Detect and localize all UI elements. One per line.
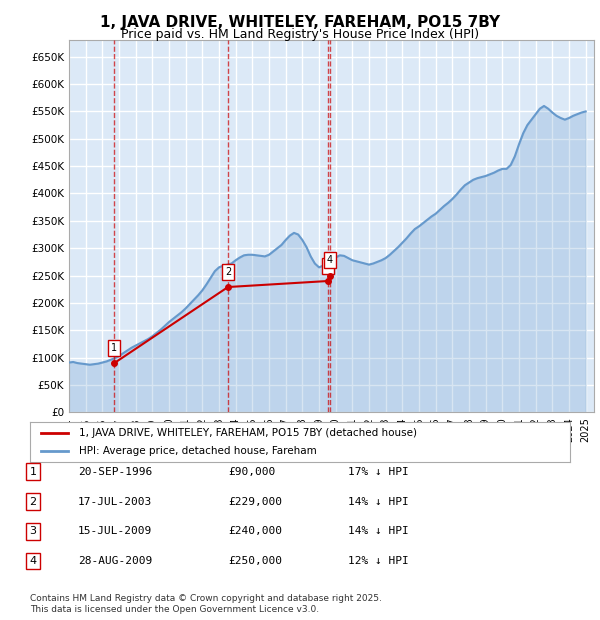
Text: 12% ↓ HPI: 12% ↓ HPI <box>348 556 409 566</box>
Text: 17-JUL-2003: 17-JUL-2003 <box>78 497 152 507</box>
Text: Contains HM Land Registry data © Crown copyright and database right 2025.
This d: Contains HM Land Registry data © Crown c… <box>30 595 382 614</box>
Text: 4: 4 <box>29 556 37 566</box>
Text: 2: 2 <box>29 497 37 507</box>
Text: 3: 3 <box>325 260 331 271</box>
Text: 28-AUG-2009: 28-AUG-2009 <box>78 556 152 566</box>
Text: 1: 1 <box>111 343 118 353</box>
Text: £229,000: £229,000 <box>228 497 282 507</box>
Text: 2: 2 <box>225 267 231 277</box>
Text: 1, JAVA DRIVE, WHITELEY, FAREHAM, PO15 7BY (detached house): 1, JAVA DRIVE, WHITELEY, FAREHAM, PO15 7… <box>79 428 416 438</box>
Text: 1: 1 <box>29 467 37 477</box>
Text: 15-JUL-2009: 15-JUL-2009 <box>78 526 152 536</box>
Text: 4: 4 <box>327 255 333 265</box>
Text: £240,000: £240,000 <box>228 526 282 536</box>
Text: 1, JAVA DRIVE, WHITELEY, FAREHAM, PO15 7BY: 1, JAVA DRIVE, WHITELEY, FAREHAM, PO15 7… <box>100 16 500 30</box>
Text: £90,000: £90,000 <box>228 467 275 477</box>
Text: 3: 3 <box>29 526 37 536</box>
Text: Price paid vs. HM Land Registry's House Price Index (HPI): Price paid vs. HM Land Registry's House … <box>121 28 479 41</box>
Text: 20-SEP-1996: 20-SEP-1996 <box>78 467 152 477</box>
Text: 14% ↓ HPI: 14% ↓ HPI <box>348 497 409 507</box>
Text: 14% ↓ HPI: 14% ↓ HPI <box>348 526 409 536</box>
Text: 17% ↓ HPI: 17% ↓ HPI <box>348 467 409 477</box>
Text: £250,000: £250,000 <box>228 556 282 566</box>
Text: HPI: Average price, detached house, Fareham: HPI: Average price, detached house, Fare… <box>79 446 316 456</box>
